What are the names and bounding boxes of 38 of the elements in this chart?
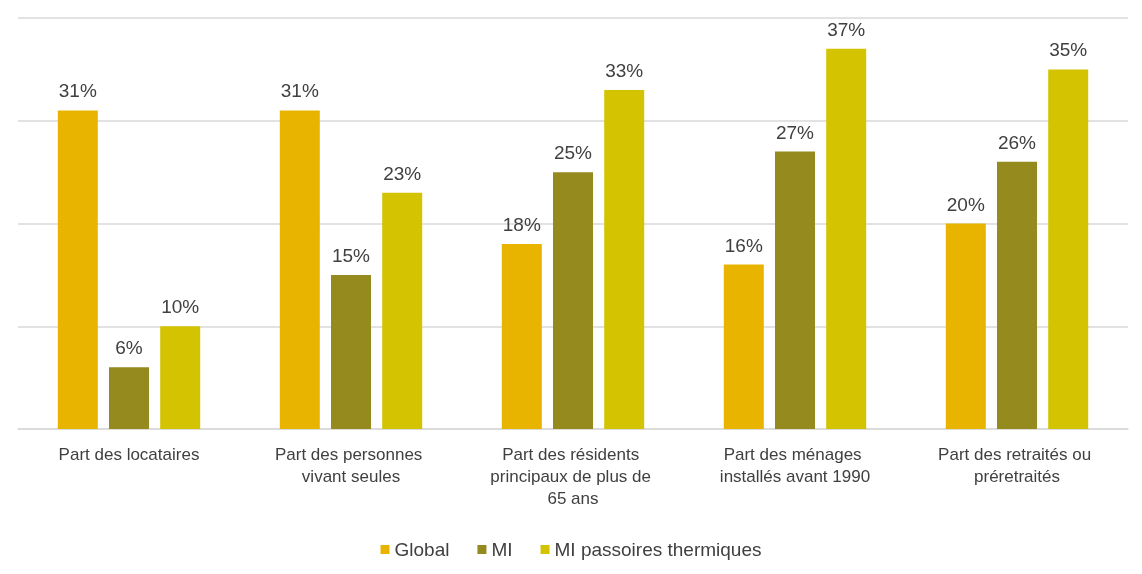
data-label: 27% (775, 121, 815, 143)
x-tick-label: Part des locataires (58, 444, 200, 464)
data-label: 23% (383, 162, 422, 184)
data-label: 26% (997, 131, 1037, 153)
x-tick-label: Part des résidents principaux de plus de 65 ans (490, 444, 656, 508)
data-label: 31% (58, 80, 97, 102)
data-label: 33% (605, 59, 644, 81)
bar (945, 223, 986, 429)
data-label: 35% (1049, 39, 1088, 61)
bar (331, 274, 371, 429)
bar (775, 151, 815, 429)
x-tick-label: Part des retraités ou préretraités (938, 444, 1096, 486)
data-label: 31% (280, 80, 319, 102)
bar (160, 326, 201, 429)
legend-label: MI (491, 539, 513, 560)
data-label: 15% (331, 244, 371, 266)
bar (723, 264, 764, 429)
data-label: 18% (502, 214, 541, 236)
data-label: 16% (724, 234, 763, 256)
data-label: 20% (946, 193, 985, 215)
bar (501, 244, 542, 429)
data-label: 10% (161, 296, 200, 318)
bar (826, 48, 867, 429)
data-label: 37% (827, 18, 866, 40)
legend-label: Global (394, 539, 450, 560)
data-label: 6% (115, 337, 143, 359)
x-tick-label: Part des ménages installés avant 1990 (719, 444, 871, 486)
bar (382, 192, 423, 429)
bar (604, 89, 645, 429)
bar (997, 161, 1037, 429)
bar (1048, 69, 1089, 429)
legend-label: MI passoires thermiques (554, 539, 762, 560)
bar (57, 110, 98, 429)
data-label: 25% (553, 142, 593, 164)
bar (279, 110, 320, 429)
bar (553, 172, 593, 429)
bar (109, 367, 149, 429)
x-tick-label: Part des personnes vivant seules (274, 444, 428, 486)
